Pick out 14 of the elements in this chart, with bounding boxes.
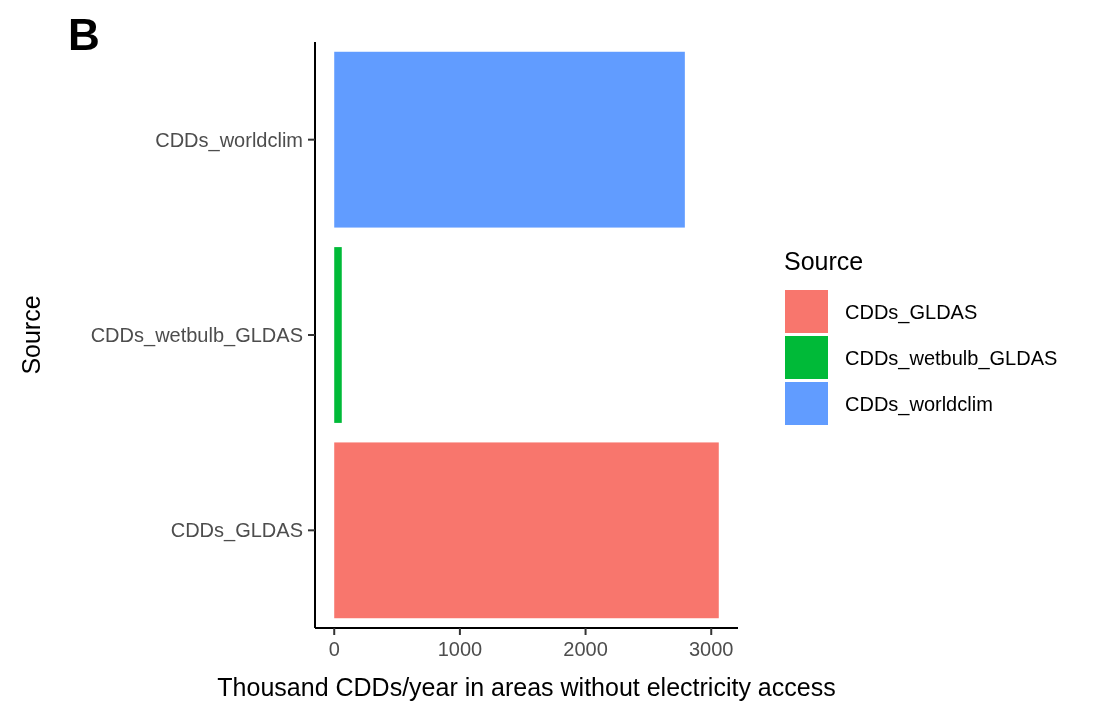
y-tick-label: CDDs_GLDAS [170,519,303,543]
y-tick-label: CDDs_wetbulb_GLDAS [90,324,303,347]
legend-label: CDDs_worldclim [845,393,993,416]
legend-label: CDDs_wetbulb_GLDAS [845,347,1058,370]
y-axis-title: Source [17,295,45,375]
x-tick-label: 2000 [563,638,608,660]
y-tick-label: CDDs_worldclim [155,128,303,152]
legend-label: CDDs_GLDAS [845,301,978,324]
chart-title: B [68,10,100,59]
x-tick-label: 3000 [688,638,734,660]
legend-title: Source [784,247,864,275]
x-axis-title: Thousand CDDs/year in areas without electricity access [217,673,836,701]
x-tick-label: 0 [328,638,340,660]
x-tick-label: 1000 [437,638,483,660]
